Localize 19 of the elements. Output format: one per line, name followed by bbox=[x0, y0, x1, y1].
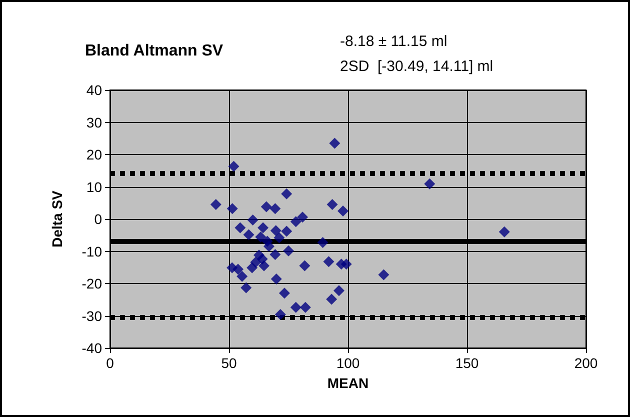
y-axis-title: Delta SV bbox=[49, 190, 65, 248]
y-tick-label: 20 bbox=[86, 146, 102, 162]
y-tick-label: 10 bbox=[86, 178, 102, 195]
text: 2SD [-30.49, 14.11] ml bbox=[340, 58, 494, 75]
x-axis-title: MEAN bbox=[327, 375, 369, 391]
y-tick-label: -30 bbox=[82, 308, 102, 324]
x-tick-label: 150 bbox=[455, 355, 479, 371]
text: -8.18 ± 11.15 ml bbox=[340, 33, 448, 50]
x-tick-label: 100 bbox=[336, 355, 360, 371]
chart-title: Bland Altmann SV bbox=[85, 42, 224, 60]
y-tick-label: -40 bbox=[82, 340, 102, 356]
x-tick-label: 200 bbox=[574, 355, 598, 371]
y-tick-label: 0 bbox=[94, 211, 102, 227]
y-tick-label: -10 bbox=[82, 243, 102, 260]
y-tick-label: -20 bbox=[82, 276, 102, 292]
y-tick-label: 30 bbox=[86, 114, 102, 130]
x-tick-label: 50 bbox=[221, 355, 237, 371]
x-tick-label: 0 bbox=[106, 355, 114, 371]
y-tick-label: 40 bbox=[86, 82, 102, 98]
